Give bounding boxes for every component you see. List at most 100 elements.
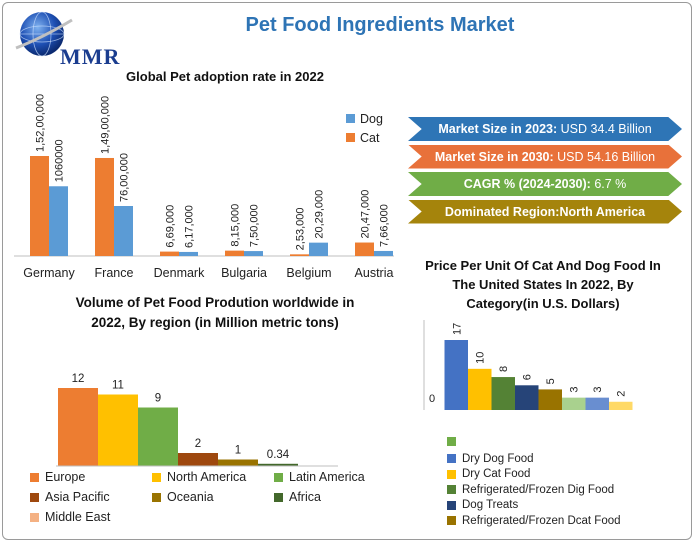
legend-swatch <box>30 512 39 522</box>
data-label: 12 <box>72 373 85 385</box>
data-label: 0 <box>429 393 435 405</box>
bar-cat-austria <box>355 242 374 256</box>
legend-item: Middle East <box>30 510 110 524</box>
data-label: 1060000 <box>54 139 66 182</box>
price-bar <box>585 397 609 410</box>
x-tick-label: Belgium <box>286 266 331 280</box>
data-label: 8 <box>498 366 510 372</box>
data-label: 6 <box>522 374 534 380</box>
stat-badge: CAGR % (2024-2030): 6.7 % <box>408 172 682 196</box>
price-bar <box>562 397 586 410</box>
legend-item: Europe <box>30 470 85 484</box>
data-label: 11 <box>112 380 124 392</box>
bar-dog-denmark <box>179 251 198 256</box>
data-label: 10 <box>475 352 487 364</box>
stat-label: Market Size in 2023: <box>438 122 558 136</box>
legend-swatch <box>447 469 456 479</box>
legend-label: Middle East <box>45 510 111 524</box>
data-label: 3 <box>592 387 604 393</box>
bar-latin-america <box>138 407 178 466</box>
data-label: 7,50,000 <box>249 204 261 247</box>
legend-item: Refrigerated/Frozen Dcat Food <box>447 515 621 527</box>
chart1-title: Global Pet adoption rate in 2022 <box>126 69 324 84</box>
legend-label: Europe <box>45 470 86 484</box>
legend-item: Latin America <box>274 470 365 484</box>
stat-value: 6.7 % <box>590 177 627 191</box>
legend-label: Refrigerated/Frozen Dcat Food <box>462 514 621 527</box>
data-label: 1,49,00,000 <box>100 96 112 154</box>
legend-item: Oceania <box>152 490 214 504</box>
bar-cat-belgium <box>290 254 309 256</box>
x-tick-label: Bulgaria <box>221 266 267 280</box>
legend-swatch <box>30 492 39 502</box>
page-title: Pet Food Ingredients Market <box>245 14 515 36</box>
x-tick-label: Denmark <box>154 266 205 280</box>
legend-swatch <box>447 437 456 446</box>
legend-label: Oceania <box>167 490 214 504</box>
stat-badge: Market Size in 2030: USD 54.16 Billion <box>408 144 682 169</box>
bar-north-america <box>98 394 138 466</box>
legend-item: Dry Dog Food <box>447 453 534 465</box>
legend-swatch <box>447 516 456 525</box>
legend-item <box>447 437 462 446</box>
legend-swatch <box>152 492 161 502</box>
legend-swatch <box>447 454 456 463</box>
stat-label: Dominated Region:North America <box>444 204 646 219</box>
bar-dog-belgium <box>309 242 328 256</box>
legend-label: Africa <box>289 490 321 504</box>
legend-label: Latin America <box>289 470 365 484</box>
bar-oceania <box>218 459 258 466</box>
data-label: 2,53,000 <box>295 208 307 251</box>
data-label: 76,00,000 <box>119 153 131 202</box>
data-label: 2 <box>616 391 628 397</box>
data-label: 1 <box>235 445 241 457</box>
data-label: 3 <box>569 387 581 393</box>
legend-item: Dog Treats <box>447 499 518 511</box>
legend-label: North America <box>167 470 247 484</box>
price-bar <box>609 401 633 410</box>
legend-swatch-dog <box>346 114 355 123</box>
price-bar <box>468 368 492 410</box>
logo-text: MMR <box>60 44 121 69</box>
legend-swatch <box>274 472 283 482</box>
legend-label: Refrigerated/Frozen Dig Food <box>462 483 615 496</box>
legend-item: Refrigerated/Frozen Dig Food <box>447 484 614 496</box>
chart2-title: Volume of Pet Food Prodution worldwide i… <box>75 295 355 330</box>
bar-cat-germany <box>30 156 49 256</box>
bar-dog-france <box>114 206 133 256</box>
logo: MMR <box>10 8 140 69</box>
bar-dog-germany <box>49 186 68 256</box>
legend-label: Dog Treats <box>462 499 519 511</box>
legend-item: Asia Pacific <box>30 490 110 504</box>
price-bar <box>444 340 468 410</box>
legend-swatch <box>152 472 161 482</box>
legend-label-cat: Cat <box>360 131 380 145</box>
stat-value: USD 34.4 Billion <box>557 122 652 136</box>
legend-swatch-cat <box>346 133 355 142</box>
bar-cat-denmark <box>160 251 179 256</box>
globe-icon <box>15 11 73 57</box>
stat-value: USD 54.16 Billion <box>553 149 656 164</box>
data-label: 2 <box>195 438 201 450</box>
bar-africa <box>258 463 298 466</box>
bar-dog-austria <box>374 250 393 256</box>
legend-label: Dry Cat Food <box>462 468 531 480</box>
chart3-title: Price Per Unit Of Cat And Dog Food In Th… <box>425 258 661 311</box>
data-label: 6,69,000 <box>165 205 177 248</box>
stat-label: CAGR % (2024-2030): <box>463 177 591 191</box>
legend-item: Dry Cat Food <box>447 468 530 480</box>
price-bar <box>491 377 515 410</box>
bar-europe <box>58 388 98 466</box>
legend-label: Dry Dog Food <box>462 452 534 465</box>
data-label: 20,47,000 <box>360 190 372 239</box>
legend-label-dog: Dog <box>360 112 383 126</box>
legend-item: Africa <box>274 490 321 504</box>
legend-swatch <box>274 492 283 502</box>
price-bar <box>538 389 562 410</box>
bar-cat-france <box>95 157 114 256</box>
data-label: 20,29,000 <box>314 190 326 239</box>
legend-swatch <box>447 500 456 510</box>
data-label: 6,17,000 <box>184 205 196 248</box>
